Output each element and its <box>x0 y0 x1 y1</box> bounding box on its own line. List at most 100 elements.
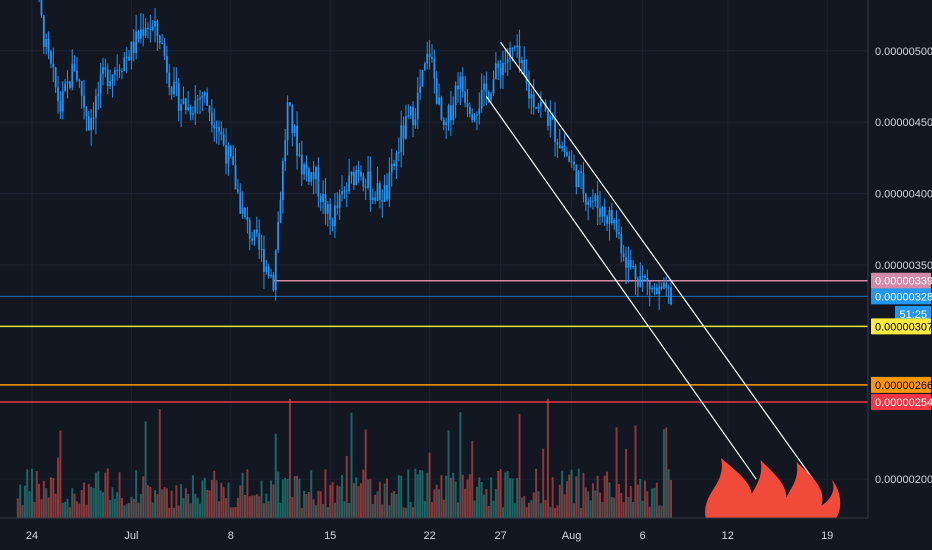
volume-bars <box>16 398 672 518</box>
volume-bar <box>286 478 289 518</box>
volume-bar <box>338 486 341 518</box>
candle-body <box>227 146 230 164</box>
volume-bar <box>279 503 282 518</box>
volume-bar <box>483 494 486 518</box>
candle-body <box>636 279 639 287</box>
candle-body <box>322 193 324 203</box>
volume-bar <box>52 478 55 518</box>
candle-body <box>199 97 201 100</box>
time-axis-label: 8 <box>228 530 234 542</box>
candle-body <box>655 287 658 295</box>
volume-bar <box>651 488 654 518</box>
volume-bar <box>312 499 315 518</box>
volume-bar <box>156 494 159 518</box>
volume-bar <box>87 483 90 518</box>
volume-bar <box>511 478 514 518</box>
candle-body <box>653 287 656 289</box>
candle-body <box>303 164 306 175</box>
candle-body <box>627 259 630 268</box>
volume-bar <box>272 484 275 518</box>
candle-body <box>523 59 526 75</box>
volume-bar <box>613 497 616 518</box>
candle-body <box>97 93 100 97</box>
volume-bar <box>485 489 488 518</box>
candle-body <box>599 208 601 217</box>
channel-line <box>485 96 757 480</box>
candlesticks <box>38 0 672 311</box>
candle-body <box>379 183 381 201</box>
candle-body <box>47 39 50 52</box>
candle-body <box>558 144 561 149</box>
candle-body <box>556 141 559 145</box>
candle-body <box>450 105 452 121</box>
candle-body <box>68 81 71 88</box>
volume-bar <box>440 475 443 518</box>
candle-body <box>130 41 133 61</box>
candle-body <box>660 286 663 289</box>
price-tag-bg <box>871 272 931 289</box>
candle-body <box>620 234 623 254</box>
volume-bar <box>563 494 566 518</box>
candle-body <box>187 107 190 111</box>
candle-body <box>618 232 620 235</box>
candle-body <box>502 63 504 76</box>
price-tag-bg <box>895 305 931 322</box>
candle-body <box>428 53 431 57</box>
candle-body <box>644 275 646 278</box>
price-tag-label: 51:25 <box>899 309 927 321</box>
volume-bar <box>248 496 251 518</box>
candle-body <box>310 172 313 182</box>
candle-body <box>625 256 627 268</box>
candle-body <box>210 112 213 126</box>
volume-bar <box>317 490 320 518</box>
volume-bar <box>513 503 516 518</box>
volume-bar <box>220 482 223 518</box>
volume-bar <box>258 496 261 518</box>
candle-body <box>121 70 123 72</box>
candle-body <box>234 165 237 190</box>
volume-bar <box>532 492 535 518</box>
candle-body <box>414 119 417 126</box>
volume-bar <box>343 501 346 518</box>
candle-body <box>215 127 218 129</box>
volume-bar <box>352 483 355 518</box>
volume-bar <box>544 499 547 518</box>
candle-body <box>168 72 171 88</box>
volume-bar <box>241 472 244 518</box>
candle-body <box>400 125 403 153</box>
candle-body <box>551 115 554 119</box>
candle-body <box>184 98 187 111</box>
candle-body <box>445 122 448 126</box>
candle-body <box>293 125 296 134</box>
volume-bar <box>194 493 197 518</box>
price-tag-label: 0.00000254 <box>875 397 932 409</box>
time-axis-label: Aug <box>562 530 582 542</box>
candle-body <box>360 171 362 177</box>
volume-bar <box>419 469 422 518</box>
candle-body <box>151 26 154 30</box>
candle-body <box>355 170 358 185</box>
candle-body <box>473 115 476 121</box>
volume-bar <box>33 501 36 518</box>
candle-body <box>99 73 102 94</box>
volume-bar <box>130 496 133 518</box>
time-axis[interactable]: 24 Jul 8 15 22 27 Aug 6 12 19 <box>0 517 932 550</box>
candle-body <box>102 67 104 74</box>
time-axis-label: 6 <box>640 530 646 542</box>
volume-bar <box>412 507 415 518</box>
volume-bar <box>23 485 26 518</box>
volume-bar <box>293 476 296 518</box>
volume-bar <box>21 504 24 518</box>
candle-body <box>135 31 138 53</box>
candle-body <box>587 201 590 205</box>
candle-body <box>632 266 635 268</box>
volume-bar <box>54 493 57 518</box>
candle-body <box>376 183 379 201</box>
candle-body <box>461 76 464 92</box>
candle-body <box>409 106 412 116</box>
candle-body <box>641 275 644 277</box>
volume-bar <box>414 468 417 518</box>
volume-bar <box>341 475 344 518</box>
volume-bar <box>300 507 303 518</box>
